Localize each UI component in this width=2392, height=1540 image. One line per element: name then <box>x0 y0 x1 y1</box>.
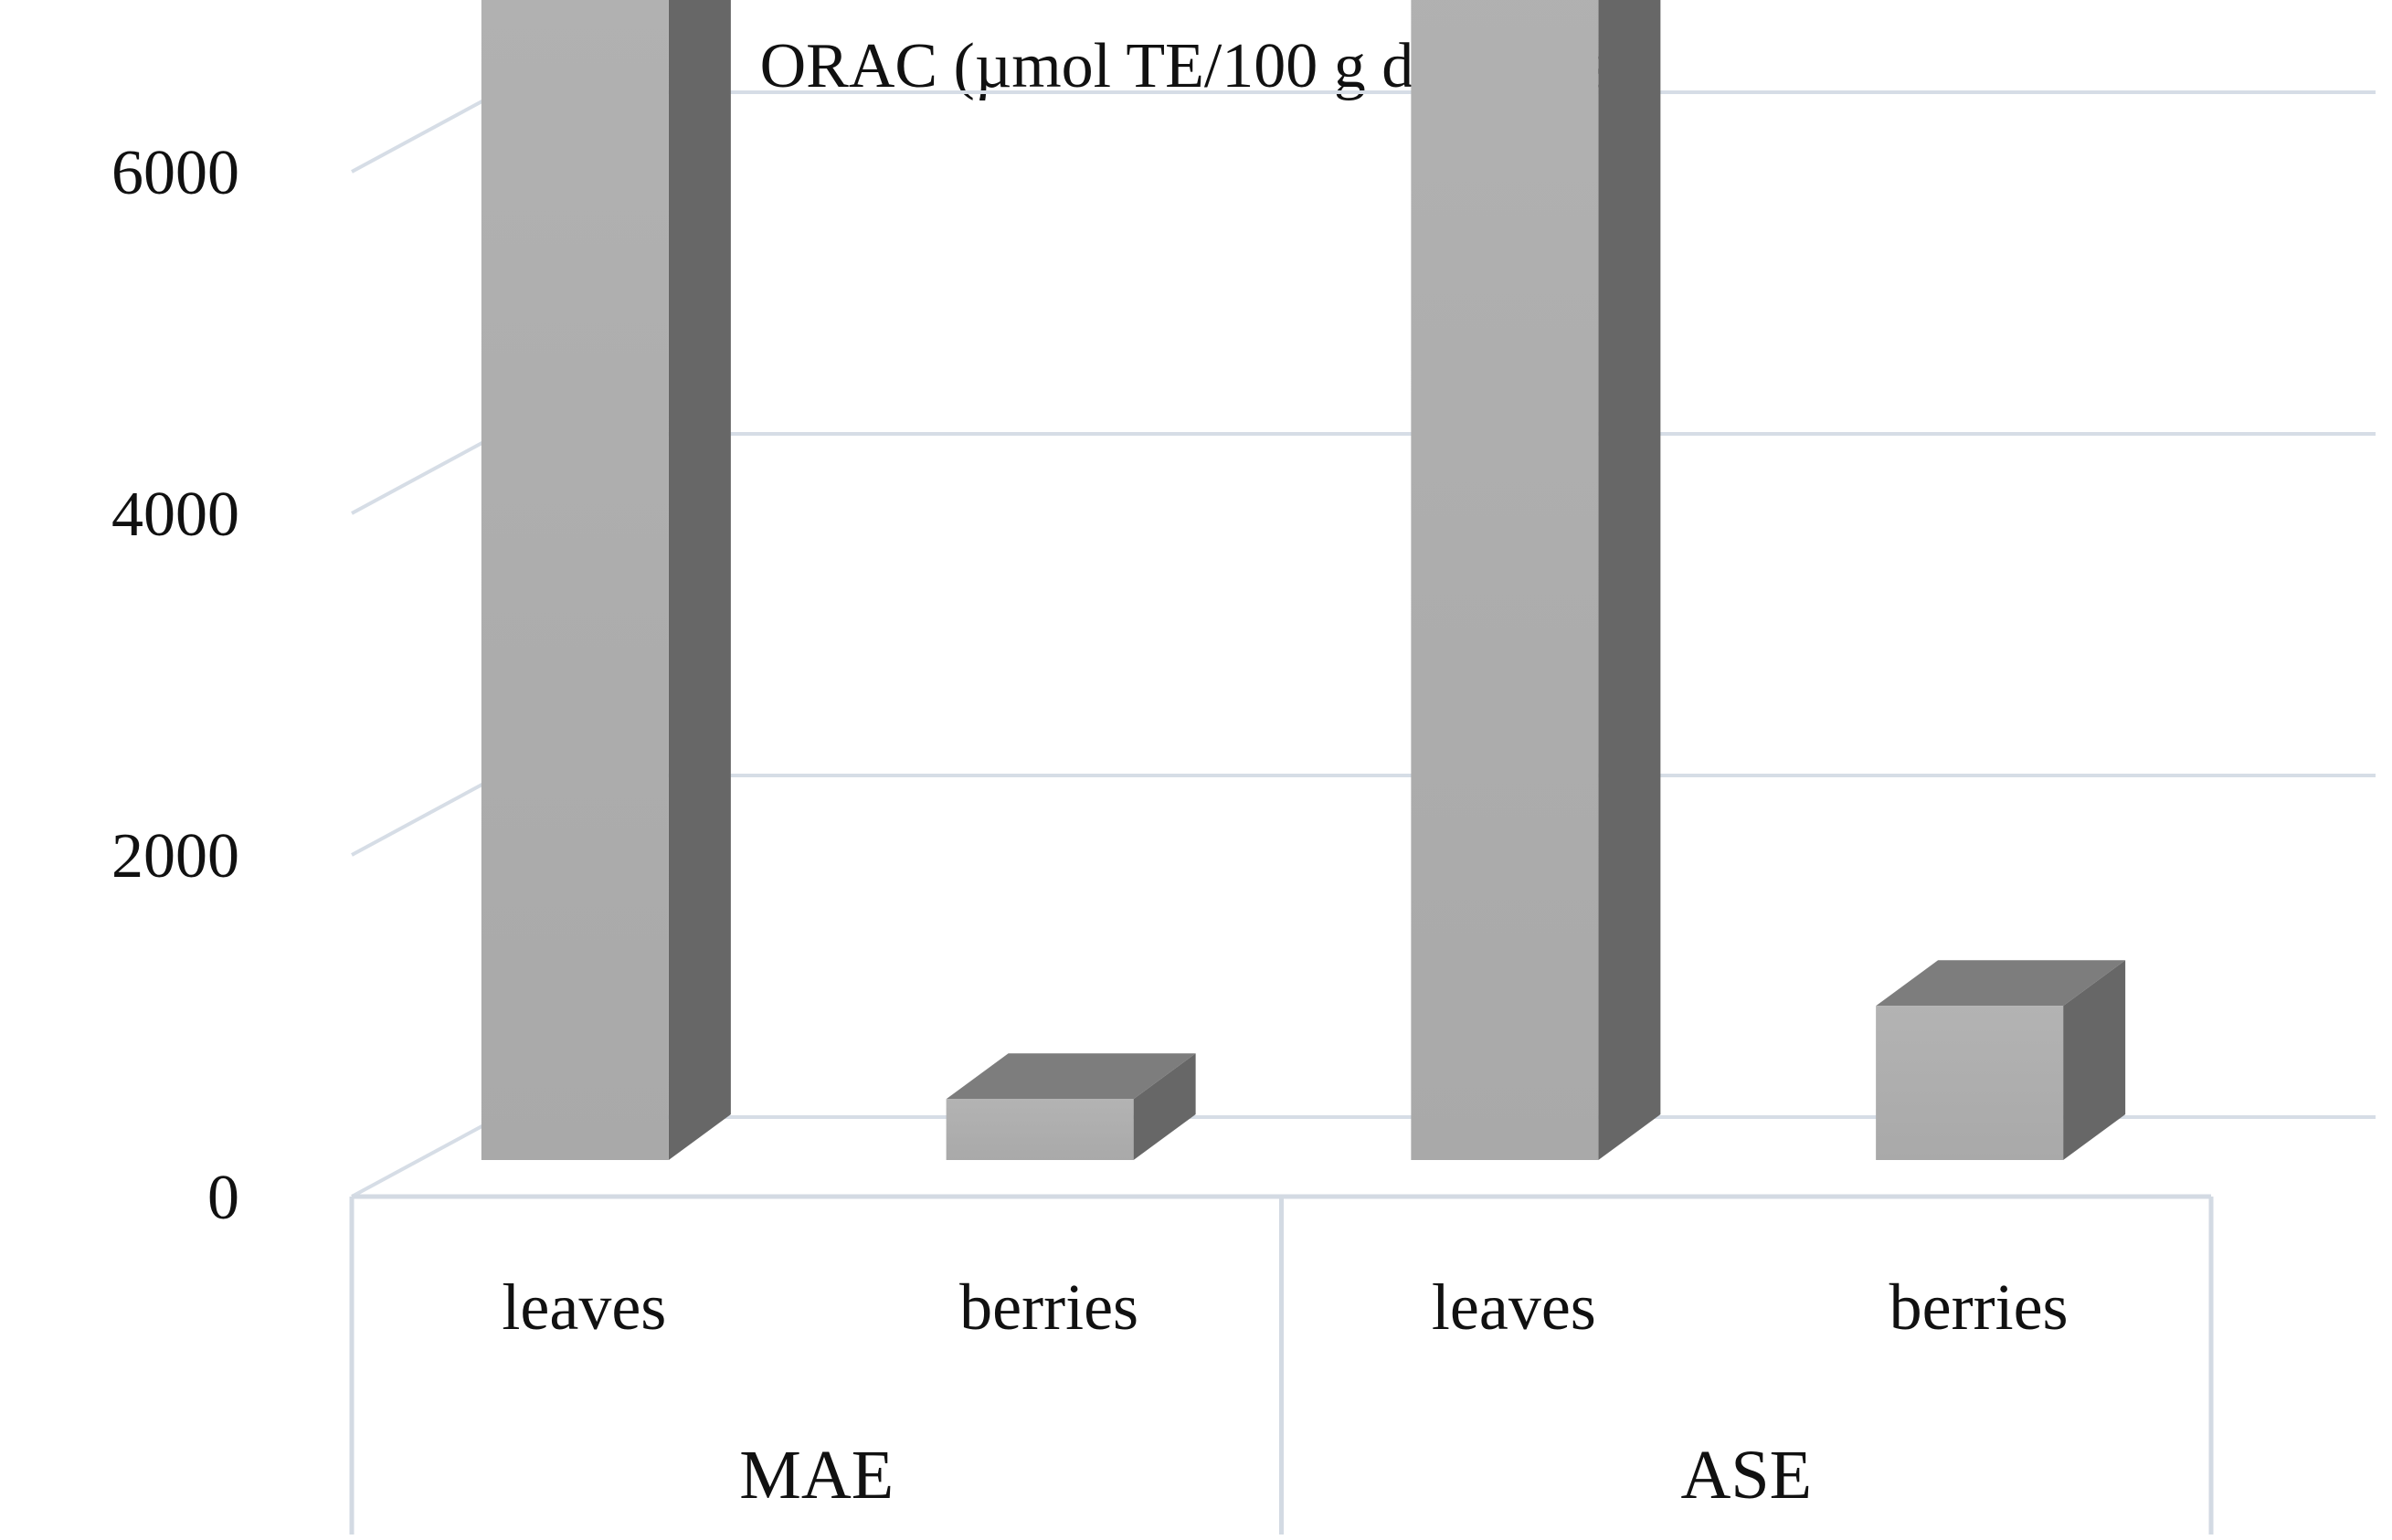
bar-group <box>1411 0 1661 1161</box>
group-label: ASE <box>1680 1437 1812 1514</box>
y-tick-label: 2000 <box>111 821 239 891</box>
bar-top-face <box>946 1053 1196 1100</box>
gridline-diagonal <box>351 90 500 174</box>
gridline-diagonal <box>351 432 500 515</box>
category-label: leaves <box>1432 1271 1596 1344</box>
bar <box>1411 0 1599 1161</box>
bar-group <box>946 1053 1196 1160</box>
bar <box>481 0 669 1161</box>
bar-top-face <box>1876 960 2126 1007</box>
category-labels: leaves berries leaves berries MAE ASE <box>502 1271 2068 1514</box>
bar <box>946 1099 1134 1160</box>
y-tick-label: 4000 <box>111 480 239 550</box>
bar-group <box>481 0 731 1161</box>
category-label: berries <box>959 1271 1138 1344</box>
group-label: MAE <box>739 1437 894 1514</box>
category-label: berries <box>1889 1271 2069 1344</box>
category-axis <box>349 1194 2214 1535</box>
bar-side-face <box>668 0 731 1160</box>
bar-side-face <box>2063 960 2126 1160</box>
gridline-diagonal <box>351 1115 500 1198</box>
gridline-diagonal <box>351 774 500 857</box>
y-tick-label: 6000 <box>111 138 239 208</box>
bar-side-face <box>1598 0 1661 1160</box>
category-label: leaves <box>502 1271 666 1344</box>
y-tick-label: 0 <box>207 1163 239 1233</box>
y-axis-ticks: 0200040006000800010,000 <box>111 138 239 1233</box>
bar-group <box>1876 960 2126 1160</box>
bar-side-face <box>1133 1053 1196 1160</box>
bar <box>1876 1006 2064 1160</box>
bars <box>481 0 2126 1161</box>
